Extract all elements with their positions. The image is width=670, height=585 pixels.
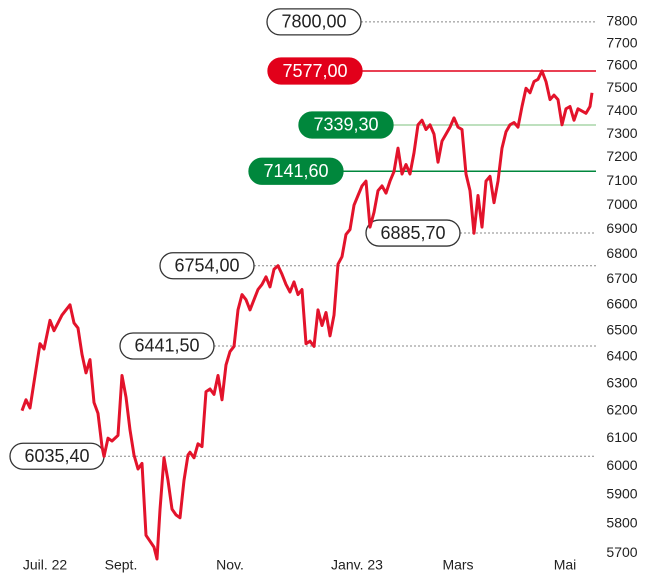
level-label: 7141,60 <box>263 161 328 181</box>
level-label: 7339,30 <box>313 115 378 135</box>
y-tick-label: 6600 <box>606 296 637 312</box>
y-tick-label: 6400 <box>606 348 637 364</box>
x-tick-label: Mars <box>442 557 473 573</box>
y-tick-label: 6900 <box>606 220 637 236</box>
y-tick-label: 7700 <box>606 34 637 50</box>
level-bubble <box>298 111 394 139</box>
y-tick-label: 7800 <box>606 13 637 29</box>
y-tick-label: 6200 <box>606 401 637 417</box>
level-label: 6035,40 <box>24 446 89 466</box>
y-tick-label: 6800 <box>606 245 637 261</box>
y-tick-label: 7200 <box>606 148 637 164</box>
y-tick-label: 6700 <box>606 270 637 286</box>
price-line <box>20 69 594 561</box>
y-tick-label: 7400 <box>606 102 637 118</box>
level-label: 7577,00 <box>282 61 347 81</box>
level-label: 6885,70 <box>380 223 445 243</box>
level-label: 6441,50 <box>134 336 199 356</box>
y-tick-label: 7000 <box>606 196 637 212</box>
y-tick-label: 7100 <box>606 172 637 188</box>
x-tick-label: Janv. 23 <box>331 557 383 573</box>
y-tick-label: 7600 <box>606 57 637 73</box>
y-tick-label: 6500 <box>606 321 637 337</box>
y-tick-label: 5900 <box>606 485 637 501</box>
level-label: 7800,00 <box>281 12 346 32</box>
y-tick-label: 7300 <box>606 125 637 141</box>
level-bubble <box>266 8 362 36</box>
level-bubble <box>159 252 255 280</box>
level-bubble <box>248 157 344 185</box>
y-tick-label: 7500 <box>606 79 637 95</box>
y-tick-label: 6300 <box>606 374 637 390</box>
y-tick-label: 6100 <box>606 429 637 445</box>
y-tick-label: 6000 <box>606 457 637 473</box>
level-bubble <box>365 219 461 247</box>
x-tick-label: Sept. <box>105 557 138 573</box>
level-bubble <box>119 332 215 360</box>
y-tick-label: 5700 <box>606 544 637 560</box>
level-bubble <box>267 57 363 85</box>
x-tick-label: Nov. <box>216 557 244 573</box>
level-label: 6754,00 <box>174 255 239 275</box>
x-tick-label: Juil. 22 <box>23 557 68 573</box>
y-tick-label: 5800 <box>606 514 637 530</box>
x-tick-label: Mai <box>554 557 577 573</box>
